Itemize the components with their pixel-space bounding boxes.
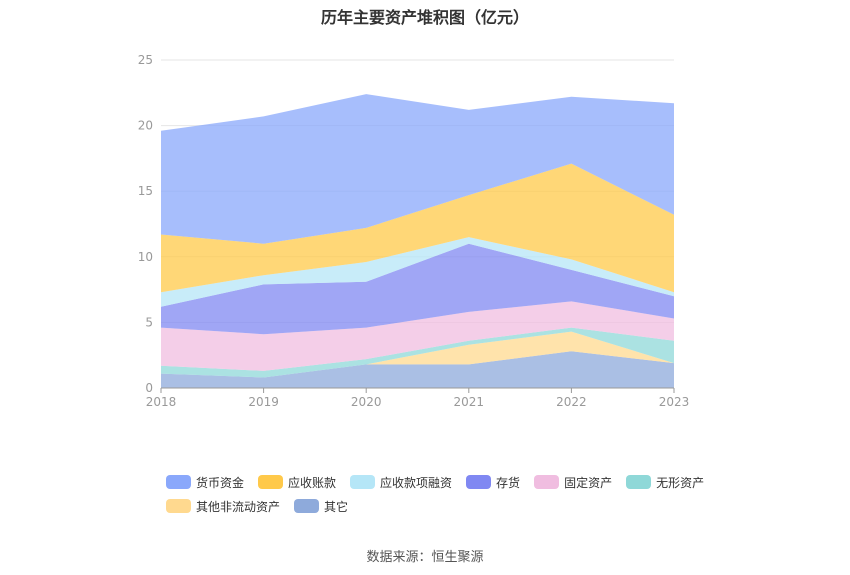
legend-swatch xyxy=(166,475,191,489)
x-tick-label: 2021 xyxy=(454,395,485,409)
x-tick-label: 2023 xyxy=(659,395,690,409)
legend-item[interactable]: 应收款项融资 xyxy=(350,474,452,490)
stacked-area-chart: 0 5 10 15 20 25 2018 2019 2020 2021 2022 2023 xyxy=(138,53,690,409)
area-series xyxy=(161,237,674,307)
y-tick-label: 20 xyxy=(138,119,153,133)
legend-item[interactable]: 存货 xyxy=(466,474,520,490)
legend-label: 货币资金 xyxy=(196,475,245,490)
x-tick-label: 2020 xyxy=(351,395,382,409)
area-series xyxy=(161,301,674,371)
area-series xyxy=(161,327,674,378)
legend-item[interactable]: 其他非流动资产 xyxy=(166,498,280,514)
legend-item[interactable]: 货币资金 xyxy=(166,474,244,490)
legend-swatch xyxy=(626,475,652,489)
legend-swatch xyxy=(294,499,320,513)
legend-label: 其它 xyxy=(324,499,349,514)
legend-swatch xyxy=(166,499,191,513)
legend-swatch xyxy=(466,475,492,489)
legend-label: 应收款项融资 xyxy=(380,475,453,490)
legend-item[interactable]: 无形资产 xyxy=(626,474,704,490)
x-tick-label: 2019 xyxy=(248,395,279,409)
x-tick-label: 2022 xyxy=(556,395,587,409)
legend-swatch xyxy=(534,475,560,489)
legend-item[interactable]: 其它 xyxy=(294,498,348,514)
y-tick-label: 15 xyxy=(138,184,153,198)
legend-label: 存货 xyxy=(496,475,521,490)
legend-swatch xyxy=(258,475,284,489)
legend-item[interactable]: 应收账款 xyxy=(258,474,336,490)
chart-legend: 货币资金 应收账款 应收款项融资 存货 固定资产 无形资产其他非流动资产 其它 xyxy=(166,474,726,522)
y-tick-label: 25 xyxy=(138,53,153,67)
legend-label: 固定资产 xyxy=(564,475,613,490)
area-series xyxy=(161,243,674,335)
legend-swatch xyxy=(350,475,376,489)
area-series xyxy=(161,163,674,293)
x-tick-label: 2018 xyxy=(146,395,177,409)
y-tick-label: 10 xyxy=(138,250,153,264)
area-series xyxy=(161,351,674,388)
chart-title: 历年主要资产堆积图（亿元） xyxy=(320,8,529,27)
y-tick-label: 0 xyxy=(145,381,153,395)
legend-item[interactable]: 固定资产 xyxy=(534,474,612,490)
area-series xyxy=(161,94,674,244)
legend-label: 其他非流动资产 xyxy=(196,499,281,514)
y-tick-label: 5 xyxy=(145,315,153,329)
legend-label: 应收账款 xyxy=(288,475,337,490)
legend-label: 无形资产 xyxy=(656,475,705,490)
data-source: 数据来源：恒生聚源 xyxy=(366,550,484,565)
area-series xyxy=(161,331,674,378)
